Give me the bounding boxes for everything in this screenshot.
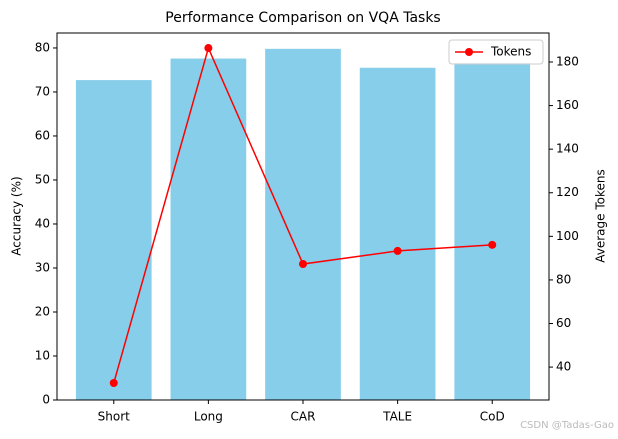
point [488,240,497,249]
legend-marker [465,48,473,56]
y-tick-label: 80 [35,40,50,54]
x-tick-label: Short [98,410,130,424]
bar [454,62,531,401]
y2-tick-label: 80 [556,272,571,286]
y-tick-label: 30 [35,260,50,274]
watermark: CSDN @Tadas-Gao [520,420,614,431]
y-tick-label: 40 [35,216,50,230]
y2-tick-label: 160 [556,98,579,112]
axes-frame [56,32,550,401]
point [204,44,213,53]
y-tick-label: 70 [35,84,50,98]
y-tick-label: 20 [35,304,50,318]
point [109,379,118,388]
y2-tick-label: 100 [556,229,579,243]
bar [75,80,152,400]
y2-axis-label: Average Tokens [594,169,608,263]
chart-title: Performance Comparison on VQA Tasks [165,10,440,26]
bar [265,48,341,400]
point [299,260,307,269]
y-tick-label: 60 [35,128,50,142]
x-tick-label: TALE [382,410,412,424]
point [393,246,402,255]
bar [170,58,247,401]
x-tick-label: Long [194,410,223,424]
x-tick-label: CAR [291,410,316,424]
y2-tick-label: 120 [556,185,579,199]
legend-label: Tokens [490,45,531,59]
y-tick-label: 50 [35,172,50,186]
x-tick-label: CoD [480,410,505,424]
y2-tick-label: 40 [556,360,571,374]
y2-tick-label: 140 [556,142,579,156]
y-tick-label: 0 [42,393,50,407]
legend-box [448,39,544,65]
y-tick-label: 10 [35,348,50,362]
y2-tick-label: 180 [556,54,579,68]
y2-tick-label: 60 [556,316,571,330]
y-axis-label: Accuracy (%) [10,176,24,255]
bar [359,67,436,400]
